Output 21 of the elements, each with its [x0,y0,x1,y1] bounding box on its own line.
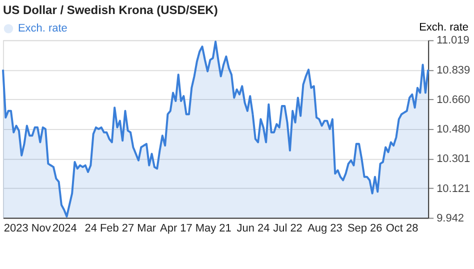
x-tick-label: Oct 28 [386,222,418,234]
x-tick-label: Jul 22 [273,222,302,234]
y-tick-label: 10.839 [436,64,470,76]
x-tick-label: Apr 17 [160,222,192,234]
x-tick-label: May 21 [195,222,232,234]
chart-title: US Dollar / Swedish Krona (USD/SEK) [2,3,218,18]
y-axis-title: Exch. rate [419,22,469,34]
x-tick-label: 2023 Nov [4,222,52,234]
x-tick-label: 2024 [52,222,77,234]
y-tick-label: 11.019 [436,34,470,47]
y-tick-label: 10.480 [436,124,470,136]
y-tick-label: 10.301 [436,153,470,166]
x-tick-label: Jun 24 [236,222,270,234]
x-tick-label: 27 Mar [122,222,156,234]
y-tick-label: 10.121 [436,182,470,195]
y-tick-label: 9.942 [436,212,464,224]
y-tick-label: 10.660 [436,94,470,106]
x-tick-label: Sep 26 [347,222,382,234]
legend-label: Exch. rate [18,22,68,35]
x-tick-label: 24 Feb [84,222,119,234]
x-tick-label: Aug 23 [308,222,342,234]
